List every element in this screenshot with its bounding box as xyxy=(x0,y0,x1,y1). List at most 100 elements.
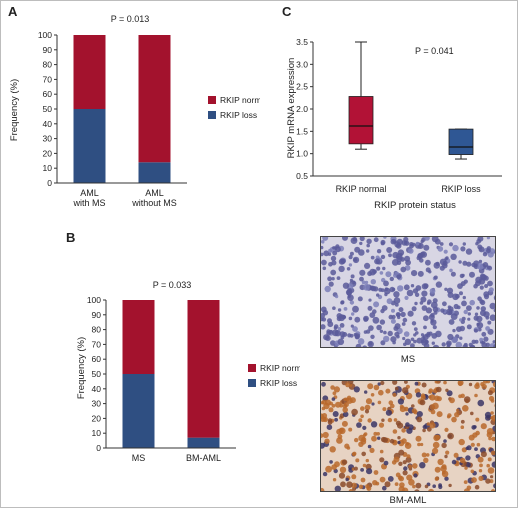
cell xyxy=(360,468,364,472)
cell xyxy=(423,283,429,289)
cell xyxy=(321,487,325,491)
cell xyxy=(464,466,468,470)
cell xyxy=(425,333,429,337)
cell xyxy=(334,294,339,299)
cell xyxy=(425,453,430,457)
cell xyxy=(455,341,463,347)
cell xyxy=(340,258,346,264)
cell xyxy=(485,415,491,421)
cell xyxy=(460,281,466,287)
cell xyxy=(429,404,436,411)
cell xyxy=(327,318,332,324)
cell xyxy=(378,287,383,292)
cell xyxy=(401,487,409,491)
cell xyxy=(334,485,341,491)
cell xyxy=(452,244,459,252)
cell xyxy=(401,438,407,444)
cell xyxy=(371,491,374,492)
cell xyxy=(370,393,375,397)
cell xyxy=(360,414,364,419)
cell xyxy=(483,336,489,342)
cell xyxy=(432,441,440,449)
cell xyxy=(411,404,415,408)
cell xyxy=(479,299,484,304)
y-tick-label: 3.0 xyxy=(296,59,308,69)
cell xyxy=(419,399,426,406)
cell xyxy=(359,241,363,246)
cell xyxy=(481,331,487,337)
cell xyxy=(447,292,454,298)
cell xyxy=(343,397,348,402)
cell xyxy=(392,340,396,345)
cell xyxy=(335,401,341,408)
cell xyxy=(402,317,408,323)
cell xyxy=(346,481,353,488)
legend-normal-a: RKIP normal xyxy=(220,95,260,105)
cell xyxy=(419,462,426,469)
cell xyxy=(490,416,494,420)
cell xyxy=(480,423,487,430)
cell xyxy=(432,298,438,304)
cell xyxy=(415,241,420,246)
cell xyxy=(459,291,463,296)
cell xyxy=(435,381,441,384)
cell xyxy=(456,408,460,413)
cell xyxy=(474,447,478,451)
cell xyxy=(415,435,422,442)
cell xyxy=(390,318,396,324)
cell xyxy=(428,390,432,394)
cell xyxy=(339,403,343,408)
panel-letter-b: B xyxy=(66,230,75,245)
cell xyxy=(333,326,338,330)
cell xyxy=(447,432,454,440)
y-tick-label: 20 xyxy=(43,148,53,158)
cell xyxy=(473,283,478,289)
cell xyxy=(382,266,386,271)
cell xyxy=(459,325,465,332)
cell xyxy=(477,456,484,463)
cell xyxy=(421,382,427,388)
cell xyxy=(331,397,336,401)
cell xyxy=(460,425,465,429)
cell xyxy=(460,393,465,398)
cell xyxy=(392,392,397,397)
cell xyxy=(338,472,346,479)
cell xyxy=(491,461,495,468)
cell xyxy=(339,323,345,328)
y-tick-label: 100 xyxy=(38,30,52,40)
cell xyxy=(426,301,431,305)
cell xyxy=(453,452,459,458)
cell xyxy=(467,317,471,321)
cell xyxy=(370,255,375,260)
cell xyxy=(417,270,424,277)
cell xyxy=(454,412,460,418)
cell xyxy=(485,326,490,331)
cell xyxy=(469,344,476,347)
y-axis-label-c: RKIP mRNA expression xyxy=(286,58,297,159)
cell xyxy=(429,422,436,429)
cell xyxy=(336,276,341,280)
cell xyxy=(348,427,353,432)
cell xyxy=(324,285,331,293)
cell xyxy=(388,314,394,320)
cell xyxy=(324,438,330,444)
cell xyxy=(479,337,484,342)
cell xyxy=(423,457,429,463)
cell xyxy=(413,327,418,331)
cell xyxy=(360,477,366,483)
cell xyxy=(463,480,468,484)
cell xyxy=(364,409,370,414)
cell xyxy=(411,321,417,326)
cell xyxy=(475,242,479,246)
cell xyxy=(394,331,400,337)
cell xyxy=(468,382,473,387)
cell xyxy=(466,324,472,330)
cell xyxy=(474,393,478,398)
cell xyxy=(348,255,353,260)
cell xyxy=(332,329,339,337)
cell xyxy=(379,329,384,333)
cell xyxy=(382,437,388,443)
cell xyxy=(401,322,406,326)
cell xyxy=(364,262,371,269)
cell xyxy=(491,436,495,442)
